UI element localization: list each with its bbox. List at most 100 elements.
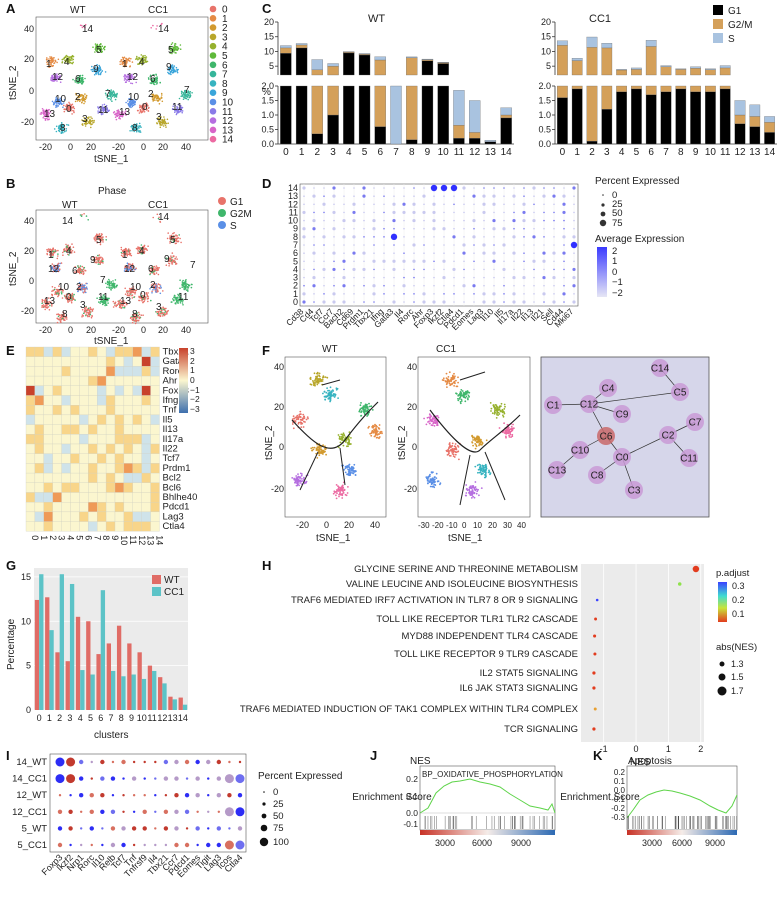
bar-segment (280, 45, 292, 49)
heat-cell (97, 443, 107, 454)
cell-point (147, 292, 149, 294)
cell-point (172, 47, 175, 49)
cell-point (122, 58, 125, 61)
cell-point (101, 257, 104, 259)
dot (322, 202, 326, 206)
heat-cell (141, 443, 151, 454)
heat-cell (34, 375, 44, 386)
dot (562, 235, 566, 239)
heat-cell (25, 453, 36, 464)
dot (312, 194, 316, 198)
cell-point (120, 246, 123, 249)
heat-cell (88, 521, 98, 532)
dot (402, 284, 406, 288)
cluster-label: 3 (57, 535, 67, 540)
cell-point (63, 110, 66, 113)
cell-point (79, 75, 81, 77)
cell-point (92, 46, 94, 48)
dot (333, 284, 335, 287)
bar-segment (557, 97, 568, 145)
dot (443, 219, 445, 222)
cell-point (110, 282, 112, 284)
cell-point (85, 94, 88, 97)
cell-point (56, 103, 58, 105)
cell-point (45, 110, 47, 112)
dot (393, 195, 395, 197)
heat-cell (70, 366, 80, 377)
dot (512, 300, 516, 304)
dot (332, 194, 336, 198)
cell-point (327, 394, 330, 397)
cell-point (69, 56, 71, 58)
heat-cell (70, 482, 80, 493)
dot (563, 301, 565, 303)
bar-segment (453, 90, 465, 126)
dot (440, 184, 448, 192)
cell-point (428, 416, 430, 419)
dot (463, 236, 465, 238)
cell-point (428, 413, 431, 416)
heat-cell (150, 346, 160, 357)
cell-point (63, 56, 66, 59)
cell-point (71, 113, 73, 115)
heat-cell (114, 395, 125, 406)
cell-point (145, 56, 148, 58)
dot (512, 218, 516, 223)
heat-cell (43, 492, 53, 503)
dot (403, 219, 405, 222)
bar-segment (571, 85, 583, 90)
dot (392, 267, 396, 272)
cell-point (90, 116, 92, 118)
cell-point (112, 300, 115, 303)
y-tick-label: 1.5 (538, 96, 551, 106)
heat-cell (150, 414, 160, 425)
cell-point (66, 55, 69, 58)
cluster-label: 4 (139, 57, 145, 68)
heat-cell (105, 346, 116, 357)
cell-point (68, 108, 70, 111)
cell-point (72, 246, 75, 248)
cell-point (379, 431, 381, 434)
cell-point (184, 288, 187, 290)
cell-point (173, 44, 176, 46)
cell-point (298, 479, 300, 482)
dot (343, 244, 345, 246)
panel-label-g: G (6, 558, 16, 573)
heat-cell (97, 434, 107, 445)
dot (413, 227, 415, 230)
cell-point (154, 81, 156, 83)
cell-point (170, 255, 172, 257)
dot (423, 227, 425, 230)
cell-point (91, 315, 93, 318)
cell-point (292, 415, 295, 418)
cell-point (339, 441, 342, 444)
cell-point (90, 126, 92, 129)
dot (373, 203, 375, 206)
cell-point (139, 125, 141, 128)
cell-point (94, 51, 96, 53)
bar-segment (719, 88, 731, 145)
legend-swatch (209, 80, 217, 87)
cell-point (172, 298, 174, 300)
dot (323, 227, 325, 230)
heat-cell (34, 492, 44, 503)
cell-point (159, 99, 161, 101)
heat-cell (105, 443, 116, 454)
cell-point (68, 101, 70, 104)
cell-point (131, 61, 134, 63)
dot (463, 276, 465, 279)
bar-segment (571, 58, 583, 61)
heat-cell (52, 375, 62, 386)
cell-point (85, 312, 88, 314)
cell-point (338, 489, 341, 492)
cell-point (174, 69, 176, 72)
cell-point (169, 258, 172, 261)
heat-cell (123, 375, 133, 386)
bar-segment (557, 40, 568, 46)
cell-point (79, 214, 82, 216)
dot (403, 227, 405, 230)
legend-swatch-g1 (218, 197, 226, 205)
cell-point (41, 298, 44, 301)
cell-point (129, 130, 131, 132)
gene-label: Ctla4 (163, 521, 185, 532)
